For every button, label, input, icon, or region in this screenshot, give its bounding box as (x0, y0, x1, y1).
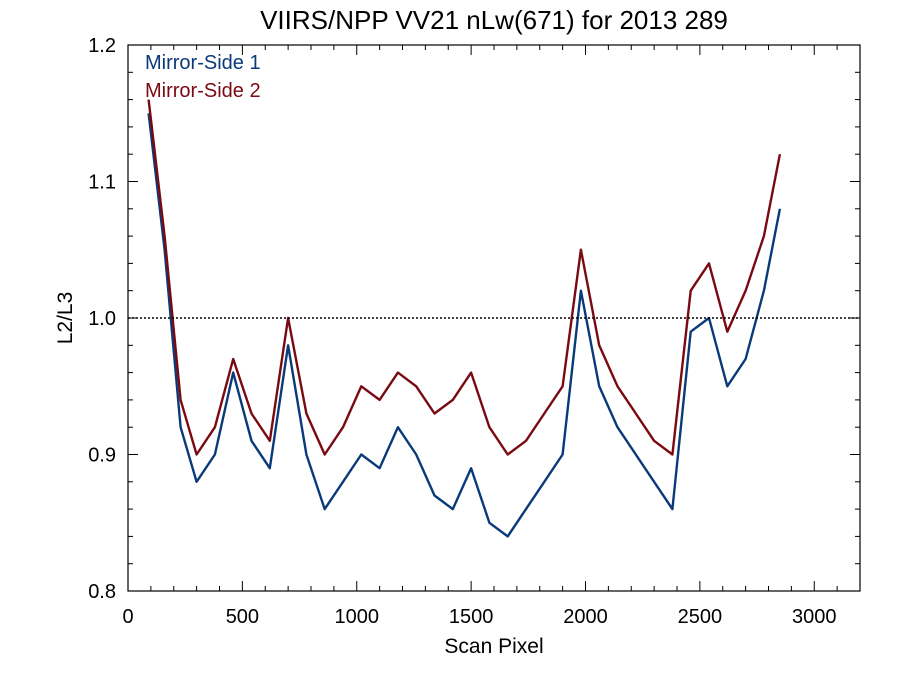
x-tick-label: 0 (122, 606, 133, 628)
x-axis: 0 500 1000 1500 2000 2500 3000 (122, 45, 861, 628)
chart-title: VIIRS/NPP VV21 nLw(671) for 2013 289 (260, 5, 728, 35)
y-tick-label: 0.8 (88, 581, 116, 603)
y-tick-label: 1.0 (88, 308, 116, 330)
x-tick-label: 1000 (335, 606, 380, 628)
x-tick-label: 3000 (792, 606, 837, 628)
x-tick-label: 2500 (678, 606, 723, 628)
x-tick-label: 2000 (563, 606, 608, 628)
y-axis-label: L2/L3 (54, 292, 77, 345)
y-axis: 0.8 0.9 1.0 1.1 1.2 (88, 35, 860, 603)
y-tick-label: 1.2 (88, 35, 116, 57)
y-tick-label: 1.1 (88, 172, 116, 194)
x-tick-label: 500 (226, 606, 259, 628)
x-tick-label: 1500 (449, 606, 494, 628)
series-layer (147, 99, 782, 538)
legend-entry-mirror-side-2: Mirror-Side 2 (145, 80, 261, 102)
legend-entry-mirror-side-1: Mirror-Side 1 (145, 52, 261, 74)
series-line-2 (147, 99, 782, 456)
y-tick-label: 0.9 (88, 445, 116, 467)
x-axis-label: Scan Pixel (444, 635, 543, 658)
series-line-1 (147, 113, 782, 538)
